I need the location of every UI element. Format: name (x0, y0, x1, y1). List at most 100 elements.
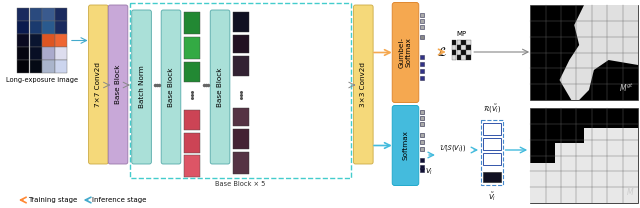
FancyBboxPatch shape (108, 5, 128, 164)
Bar (184, 62, 200, 82)
FancyBboxPatch shape (161, 10, 181, 164)
FancyBboxPatch shape (392, 2, 419, 103)
Bar (17, 47, 29, 59)
Text: 3×3 Conv2d: 3×3 Conv2d (360, 62, 366, 107)
Bar (233, 129, 250, 149)
Bar (420, 19, 424, 23)
Bar (233, 56, 250, 76)
Bar (55, 34, 67, 47)
Bar (17, 60, 29, 73)
FancyBboxPatch shape (132, 10, 152, 164)
Bar (55, 21, 67, 33)
Bar (184, 133, 200, 153)
Bar (467, 40, 471, 45)
Bar (420, 55, 424, 59)
Bar (452, 50, 456, 55)
FancyBboxPatch shape (483, 137, 501, 150)
Bar (184, 12, 200, 34)
Bar (420, 25, 424, 29)
Bar (420, 122, 424, 126)
Bar (55, 60, 67, 73)
Bar (29, 34, 42, 47)
Bar (461, 50, 466, 55)
Text: $\mathcal{L}$: $\mathcal{L}$ (436, 46, 447, 58)
FancyBboxPatch shape (353, 5, 373, 164)
Bar (530, 108, 638, 203)
Bar (483, 172, 500, 182)
Bar (184, 155, 200, 177)
Bar (420, 62, 424, 66)
Bar (42, 21, 54, 33)
Bar (42, 34, 54, 47)
Text: Long-exposure image: Long-exposure image (6, 77, 79, 83)
FancyBboxPatch shape (483, 152, 501, 165)
Bar (467, 45, 471, 50)
Bar (456, 55, 461, 60)
FancyBboxPatch shape (210, 10, 230, 164)
FancyBboxPatch shape (88, 5, 108, 164)
Bar (55, 47, 67, 59)
Text: $\mathcal{U}(\mathcal{S}(V_i))$: $\mathcal{U}(\mathcal{S}(V_i))$ (439, 143, 467, 153)
Bar (29, 21, 42, 33)
Bar (420, 133, 424, 137)
Bar (55, 8, 67, 21)
Bar (461, 45, 466, 50)
Bar (530, 5, 638, 100)
Bar (42, 8, 54, 21)
Bar (233, 35, 250, 53)
Bar (233, 108, 250, 126)
Text: Base Block × 5: Base Block × 5 (216, 181, 266, 187)
Bar (233, 152, 250, 174)
Bar (420, 168, 424, 172)
Bar (184, 37, 200, 59)
Text: $M^{gt}$: $M^{gt}$ (619, 82, 634, 94)
Bar (420, 110, 424, 114)
Bar (461, 40, 466, 45)
Bar (29, 8, 42, 21)
Text: $V_i$: $V_i$ (425, 167, 433, 177)
Bar (420, 140, 424, 144)
Bar (420, 69, 424, 73)
Text: Inference stage: Inference stage (93, 197, 147, 203)
Bar (17, 21, 29, 33)
Text: Training stage: Training stage (28, 197, 77, 203)
Bar (420, 158, 424, 162)
Bar (452, 55, 456, 60)
Bar (420, 76, 424, 80)
Text: Gumbel-
Softmax: Gumbel- Softmax (399, 37, 412, 68)
Bar (420, 147, 424, 151)
Bar (420, 116, 424, 120)
Bar (456, 40, 461, 45)
Text: $\tilde{V}_i$: $\tilde{V}_i$ (488, 190, 496, 203)
Bar (420, 35, 424, 39)
Bar (17, 8, 29, 21)
Text: Base Block: Base Block (115, 65, 121, 104)
Bar (467, 55, 471, 60)
Polygon shape (530, 128, 638, 203)
Bar (456, 50, 461, 55)
Bar (29, 60, 42, 73)
Text: Base Block: Base Block (168, 67, 174, 107)
Bar (42, 60, 54, 73)
Polygon shape (559, 5, 638, 100)
Text: Batch Norm: Batch Norm (138, 66, 145, 108)
Bar (461, 55, 466, 60)
Text: Base Block: Base Block (217, 67, 223, 107)
Text: MP: MP (456, 31, 467, 37)
Bar (420, 13, 424, 17)
Bar (233, 12, 250, 32)
Bar (456, 45, 461, 50)
Text: $M$: $M$ (626, 186, 634, 197)
Bar (467, 50, 471, 55)
Bar (184, 110, 200, 130)
FancyBboxPatch shape (392, 105, 419, 186)
Text: 7×7 Conv2d: 7×7 Conv2d (95, 62, 101, 107)
Bar (42, 47, 54, 59)
Text: Softmax: Softmax (403, 131, 408, 160)
Text: $\mathcal{R}(\tilde{V}_i)$: $\mathcal{R}(\tilde{V}_i)$ (483, 103, 501, 115)
Bar (17, 34, 29, 47)
Bar (452, 40, 456, 45)
Bar (420, 165, 424, 169)
Bar (452, 45, 456, 50)
Bar (29, 47, 42, 59)
